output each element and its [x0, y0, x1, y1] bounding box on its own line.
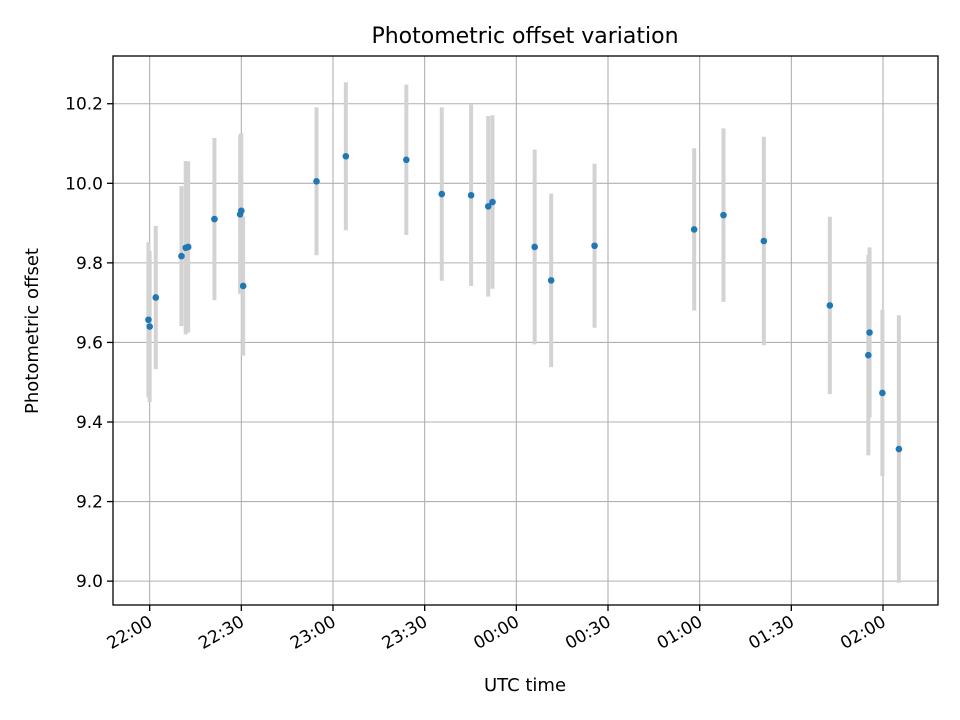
data-point: [211, 215, 218, 223]
data-point: [760, 237, 768, 245]
data-point: [403, 156, 410, 164]
y-tick-label: 10.0: [65, 174, 103, 194]
data-point: [342, 152, 350, 160]
data-point: [720, 211, 727, 219]
y-tick-label: 9.0: [76, 572, 103, 592]
y-axis-label: Photometric offset: [22, 248, 43, 414]
data-point: [313, 178, 320, 185]
data-point: [438, 190, 446, 198]
data-point: [238, 207, 245, 215]
data-point: [865, 351, 872, 359]
y-axis-ticks: 9.0 9.2 9.4 9.6 9.8 10.0 10.2: [65, 95, 113, 592]
data-point: [239, 282, 247, 290]
data-point: [178, 252, 185, 260]
data-point: [531, 243, 538, 251]
data-points: [145, 152, 903, 453]
data-point: [467, 191, 475, 199]
x-axis-label: UTC time: [484, 675, 566, 696]
data-point: [826, 302, 834, 309]
data-point: [152, 294, 160, 301]
data-point: [547, 277, 555, 284]
data-point: [866, 329, 873, 336]
data-point: [895, 445, 903, 453]
y-tick-label: 10.2: [65, 95, 103, 115]
y-tick-label: 9.2: [76, 493, 103, 513]
grid-lines: [113, 56, 938, 605]
data-point: [591, 242, 598, 250]
chart-title: Photometric offset variation: [371, 24, 678, 49]
data-point: [145, 316, 152, 324]
data-point: [146, 323, 153, 330]
data-point: [489, 198, 496, 206]
y-tick-label: 9.8: [76, 254, 103, 274]
y-tick-label: 9.6: [76, 333, 103, 353]
y-tick-label: 9.4: [76, 413, 103, 433]
data-point: [879, 389, 886, 397]
data-point: [184, 243, 192, 251]
data-point: [690, 226, 698, 233]
plot-frame: [112, 55, 939, 606]
data-point: [484, 203, 492, 210]
